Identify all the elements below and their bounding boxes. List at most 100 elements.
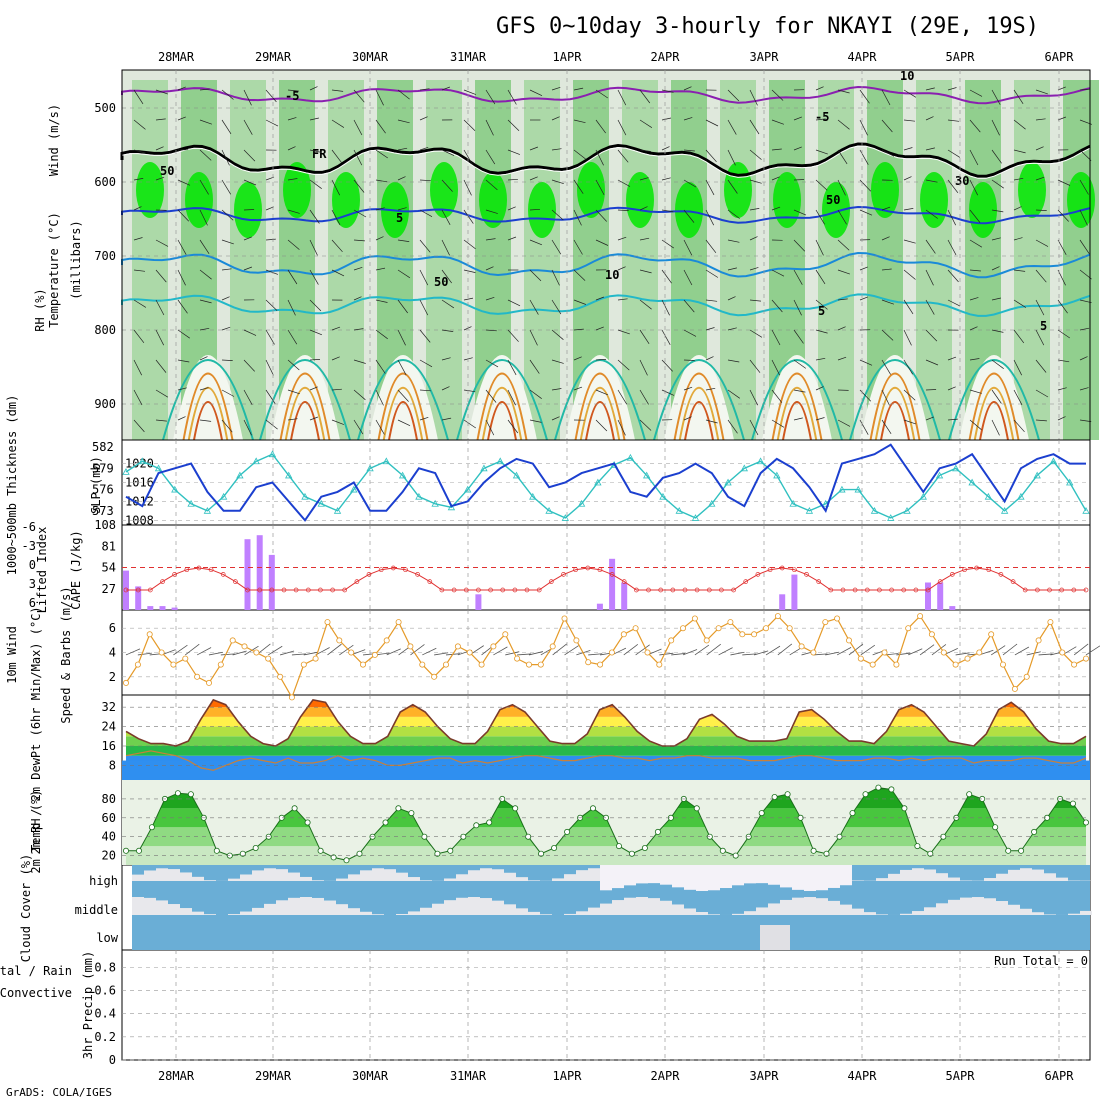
rh-marker xyxy=(149,825,154,830)
cloud-mid-gap xyxy=(744,911,756,915)
cloud-high-gap xyxy=(396,873,408,881)
cloud-mid-gap xyxy=(912,911,924,915)
wind-speed-marker xyxy=(906,626,911,631)
cloud-high-gap xyxy=(132,875,144,881)
cloud-mid-gap xyxy=(480,898,492,915)
cloud-high-gap xyxy=(672,865,684,887)
rh-marker xyxy=(1019,848,1024,853)
cloud-high-gap xyxy=(780,865,792,887)
cloud-mid-gap xyxy=(840,905,852,915)
contour-label: 10 xyxy=(605,268,619,282)
wind-barb-10m xyxy=(1074,644,1088,655)
wind-speed-marker xyxy=(313,656,318,661)
rh-marker xyxy=(642,845,647,850)
wind-speed-marker xyxy=(218,662,223,667)
cloud-high-gap xyxy=(756,865,768,883)
rh-marker xyxy=(513,806,518,811)
wind-barb-10m xyxy=(719,648,733,655)
cloud-high-gap xyxy=(624,865,636,885)
temp-tick: 24 xyxy=(102,720,116,734)
cloud-level-label: low xyxy=(96,931,118,945)
wind-speed-marker xyxy=(467,650,472,655)
cloud-high-gap xyxy=(156,868,168,881)
wind-speed-marker xyxy=(692,616,697,621)
cloud-mid-gap xyxy=(276,900,288,915)
cape-bar xyxy=(245,539,251,610)
dewpoint-fill xyxy=(122,761,1090,780)
wind-speed-marker xyxy=(455,644,460,649)
date-label-top: 4APR xyxy=(848,50,878,64)
cloud-high-gap xyxy=(648,865,660,883)
wind-speed-marker xyxy=(526,662,531,667)
wind-speed-marker xyxy=(147,632,152,637)
cloud-mid-gap xyxy=(1044,914,1056,915)
cloud-high-gap xyxy=(876,878,888,881)
cloud-mid-gap xyxy=(732,914,744,915)
date-label-bottom: 28MAR xyxy=(158,1069,195,1083)
wind-speed-marker xyxy=(965,656,970,661)
cloud-mid-gap xyxy=(648,898,660,915)
wind-barb xyxy=(244,210,254,211)
cloud-high-gap xyxy=(240,874,252,881)
wind-barb-10m xyxy=(707,644,721,655)
run-total-label: Run Total = 0 xyxy=(994,954,1088,968)
cloud-high-gap xyxy=(588,868,600,881)
cloud-mid-gap xyxy=(204,914,216,915)
cloud-mid-gap xyxy=(456,898,468,915)
date-label-bottom: 30MAR xyxy=(352,1069,389,1083)
wind-speed-marker xyxy=(882,650,887,655)
wind-speed-marker xyxy=(1024,674,1029,679)
cape-tick: 108 xyxy=(94,518,116,532)
wind-barb xyxy=(926,390,936,391)
wind-speed-marker xyxy=(230,638,235,643)
cloud-high-gap xyxy=(372,868,384,881)
wind-speed-marker xyxy=(206,680,211,685)
wind-barb-10m xyxy=(529,652,543,655)
wind-barb-10m xyxy=(920,645,934,655)
wind-speed-marker xyxy=(349,650,354,655)
wind-speed-marker xyxy=(870,662,875,667)
wind-speed-marker xyxy=(740,632,745,637)
rh-band xyxy=(1063,80,1099,440)
upper-ylabel-mb: (millibars) xyxy=(69,220,83,299)
wind-speed-marker xyxy=(171,662,176,667)
cloud-high-gap xyxy=(528,880,540,881)
contour-label: 5 xyxy=(818,304,825,318)
cloud-mid-gap xyxy=(132,897,144,915)
date-label-top: 29MAR xyxy=(255,50,292,64)
rh-marker xyxy=(1006,848,1011,853)
rh-marker xyxy=(448,848,453,853)
cape-bar xyxy=(147,606,153,610)
cloud-high-gap xyxy=(1008,870,1020,881)
pressure-level-label: 700 xyxy=(94,249,116,263)
cloud-high-gap xyxy=(948,878,960,881)
rh-marker xyxy=(1032,829,1037,834)
wind-speed-marker xyxy=(432,674,437,679)
rh-marker xyxy=(344,858,349,863)
cloud-mid-gap xyxy=(696,912,708,915)
date-label-bottom: 3APR xyxy=(750,1069,780,1083)
wind-barb-10m xyxy=(197,648,211,655)
wind-speed-marker xyxy=(835,616,840,621)
cloud-high-gap xyxy=(936,873,948,881)
wind-speed-marker xyxy=(396,620,401,625)
cloud-mid-gap xyxy=(600,904,612,915)
cloud-high-gap xyxy=(384,869,396,881)
cloud-high-gap xyxy=(684,865,696,890)
wind-speed-marker xyxy=(372,652,377,657)
contour-label: 5 xyxy=(1040,319,1047,333)
wind-speed-marker xyxy=(752,632,757,637)
cloud-mid-gap xyxy=(624,898,636,915)
cloud-mid-gap xyxy=(612,900,624,915)
upper-ylabel-wind: Wind (m/s) xyxy=(47,104,61,176)
cloud-high-gap xyxy=(828,865,840,888)
rh-marker xyxy=(993,825,998,830)
wind-barb-10m xyxy=(280,651,294,655)
date-label-top: 1APR xyxy=(553,50,583,64)
rh-marker xyxy=(383,820,388,825)
cloud-high-gap xyxy=(264,868,276,881)
cloud-mid-gap xyxy=(684,908,696,915)
cloud-low-gap xyxy=(760,925,790,950)
wind-barb xyxy=(684,360,695,361)
rh-marker xyxy=(318,848,323,853)
